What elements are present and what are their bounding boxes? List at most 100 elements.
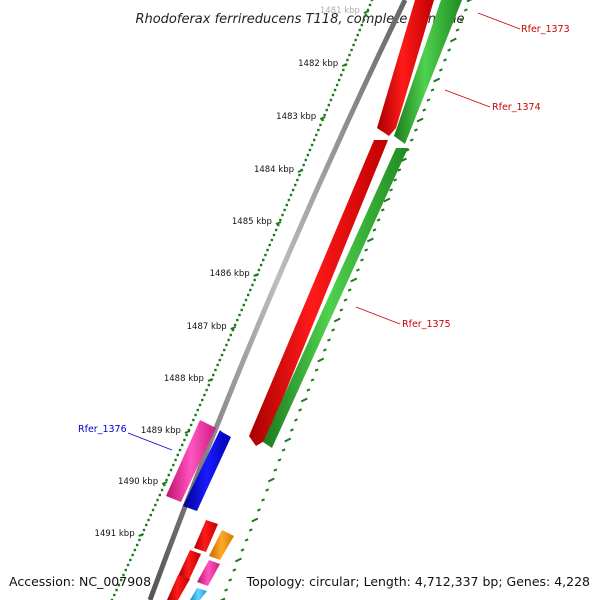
scale-dot [352, 43, 355, 47]
outer-ring-dash [455, 28, 460, 32]
gene-label-rfer-1373[interactable]: Rfer_1373 [521, 24, 570, 35]
outer-ring-dash [265, 488, 270, 492]
scale-dot [203, 393, 206, 397]
outer-ring-dash [430, 88, 435, 92]
gene-blue-feature[interactable] [183, 430, 231, 511]
scale-dot [262, 258, 265, 262]
orf-feature-lower[interactable] [263, 148, 408, 448]
scale-dot [201, 398, 204, 402]
scale-dot [113, 593, 116, 597]
genome-summary-text: Topology: circular; Length: 4,712,337 bp… [246, 574, 590, 589]
scale-tick-label: 1487 kbp [187, 322, 227, 332]
scale-dot [176, 453, 179, 457]
gene-cyan-feature[interactable] [190, 588, 207, 600]
label-rfer-1375[interactable]: Rfer_1375 [355, 306, 451, 330]
outer-ring-dash [372, 228, 377, 232]
scale-dot [302, 163, 305, 167]
scale-dot [129, 558, 132, 562]
scale-dot [246, 293, 250, 297]
outer-ring-dash [333, 317, 341, 323]
scale-dot [198, 403, 202, 407]
outer-ring-dash [438, 68, 443, 72]
outer-ring-dash [219, 597, 226, 600]
gene-label-rfer-1375[interactable]: Rfer_1375 [402, 319, 451, 330]
gene-red-feature-b[interactable] [178, 550, 201, 580]
scale-dot [251, 283, 254, 287]
scale-dot [145, 523, 148, 527]
scale-dot [212, 373, 215, 377]
scale-dot [335, 83, 339, 87]
outer-ring-dash [240, 548, 245, 552]
gene-red-feature-c[interactable] [167, 575, 190, 600]
outer-ring-dash [289, 428, 294, 432]
outer-ring-dash [393, 178, 398, 182]
scale-dot [342, 68, 345, 72]
scale-dot [360, 23, 364, 27]
label-rfer-1374[interactable]: Rfer_1374 [444, 89, 541, 113]
scale-tick [138, 533, 144, 537]
scale-tick-label: 1486 kbp [210, 269, 250, 279]
scale-dot [227, 338, 230, 342]
gene-red-feature-a[interactable] [194, 520, 218, 552]
scale-tick [341, 63, 348, 67]
orf-feature-upper[interactable] [394, 0, 462, 144]
outer-ring-dash [466, 0, 473, 3]
scale-dot [207, 383, 211, 387]
outer-ring-dash [389, 188, 394, 192]
scale-dot [163, 483, 166, 487]
scale-dot [242, 303, 246, 307]
scale-dot [350, 48, 353, 52]
scale-tick [363, 10, 370, 14]
scale-dot [220, 353, 224, 357]
outer-ring-dash [228, 578, 233, 582]
gene-label-rfer-1376[interactable]: Rfer_1376 [78, 424, 127, 435]
scale-dot [133, 548, 137, 552]
scale-dot [259, 263, 263, 267]
scale-dot [187, 428, 191, 432]
gene-pink-feature-b[interactable] [197, 560, 220, 586]
scale-dot [240, 308, 243, 312]
scale-dot [356, 33, 359, 37]
outer-ring-dash [273, 468, 278, 472]
scale-dot [172, 463, 175, 467]
gene-orange-feature[interactable] [209, 530, 234, 560]
gene-label-rfer-1374[interactable]: Rfer_1374 [492, 102, 541, 113]
scale-dot [308, 148, 312, 152]
scale-dot [279, 218, 282, 222]
scale-dot [138, 538, 141, 542]
scale-dot [122, 573, 125, 577]
scale-dot [333, 88, 337, 92]
outer-ring-dash [261, 498, 266, 502]
scale-dot [167, 473, 171, 477]
gene-rfer-1375-feature[interactable] [249, 140, 388, 446]
scale-tick [319, 116, 326, 120]
outer-ring-dash [413, 128, 418, 132]
outer-ring-dash [224, 588, 229, 592]
gene-rfer-1373-feature[interactable] [377, 0, 434, 136]
scale-dot [317, 128, 320, 132]
label-rfer-1373[interactable]: Rfer_1373 [477, 12, 570, 35]
outer-ring-dash [409, 138, 414, 142]
gene-rfer-1376-feature[interactable] [166, 420, 216, 502]
scale-tick-label: 1485 kbp [232, 217, 272, 227]
scale-dot [285, 203, 288, 207]
outer-ring-dash [267, 477, 275, 483]
scale-dot [281, 213, 284, 217]
outer-ring-dash [256, 508, 261, 512]
scale-dot [257, 268, 261, 272]
scale-dot [236, 318, 239, 322]
outer-ring-dash [331, 328, 336, 332]
scale-tick [184, 430, 191, 434]
label-rfer-1376[interactable]: Rfer_1376 [78, 424, 173, 451]
scale-dot [126, 563, 130, 567]
scale-dot [218, 358, 222, 362]
outer-ring-dash [298, 408, 303, 412]
scale-dot [185, 433, 188, 437]
scale-tick [275, 221, 282, 225]
outer-ring-dash [433, 77, 441, 83]
scale-dot [158, 493, 162, 497]
outer-ring-dash [397, 168, 402, 172]
outer-ring-dash [355, 268, 360, 272]
scale-tick-label: 1490 kbp [118, 477, 158, 487]
scale-dot [291, 188, 295, 192]
